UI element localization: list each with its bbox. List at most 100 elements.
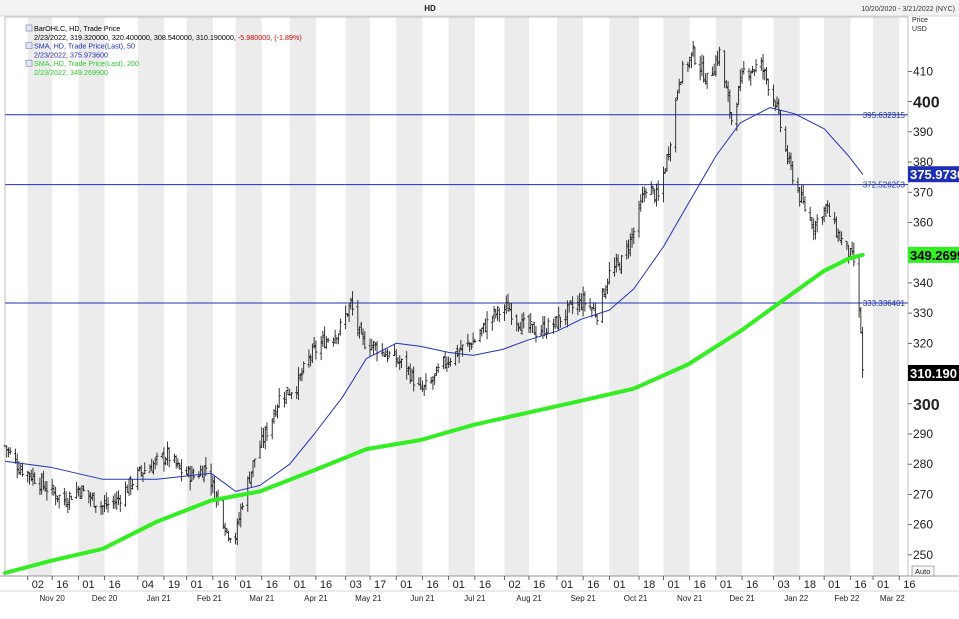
ohlc-bar[interactable] <box>309 354 313 367</box>
ohlc-bar[interactable] <box>710 66 714 76</box>
ohlc-bar[interactable] <box>345 313 349 317</box>
ohlc-bar[interactable] <box>726 81 730 102</box>
ohlc-bar[interactable] <box>796 177 800 193</box>
ohlc-bar[interactable] <box>543 315 547 337</box>
ohlc-bar[interactable] <box>209 463 213 496</box>
ohlc-bar[interactable] <box>595 314 599 326</box>
ohlc-bar[interactable] <box>296 367 300 400</box>
ohlc-bar[interactable] <box>253 458 257 468</box>
ohlc-bar[interactable] <box>50 478 54 496</box>
ohlc-bar[interactable] <box>546 317 550 334</box>
ohlc-bar[interactable] <box>33 472 37 485</box>
ohlc-bar[interactable] <box>641 186 645 204</box>
ohlc-bar[interactable] <box>840 231 844 246</box>
ohlc-bar[interactable] <box>838 230 842 241</box>
ohlc-bar[interactable] <box>618 262 622 271</box>
ohlc-bar[interactable] <box>69 495 73 500</box>
ohlc-bar[interactable] <box>490 316 494 331</box>
ohlc-bar[interactable] <box>632 227 636 245</box>
ohlc-bar[interactable] <box>822 206 826 223</box>
ohlc-bar[interactable] <box>155 452 159 466</box>
ohlc-bar[interactable] <box>398 355 402 370</box>
ohlc-bar[interactable] <box>859 306 863 334</box>
ohlc-bar[interactable] <box>627 239 631 259</box>
ohlc-bar[interactable] <box>335 337 339 345</box>
ohlc-bar[interactable] <box>616 254 620 267</box>
ohlc-bar[interactable] <box>64 491 68 508</box>
ohlc-bar[interactable] <box>515 314 519 332</box>
ohlc-bar[interactable] <box>810 216 814 230</box>
ohlc-bar[interactable] <box>213 476 217 499</box>
ohlc-bar[interactable] <box>422 384 426 397</box>
ohlc-bar[interactable] <box>261 428 265 448</box>
ohlc-bar[interactable] <box>447 356 451 369</box>
ohlc-bar[interactable] <box>382 351 386 357</box>
ohlc-bar[interactable] <box>555 315 559 328</box>
ohlc-bar[interactable] <box>567 302 571 313</box>
ohlc-bar[interactable] <box>204 456 208 477</box>
ohlc-bar[interactable] <box>497 307 501 323</box>
ohlc-bar[interactable] <box>579 293 583 311</box>
ohlc-bar[interactable] <box>80 485 84 499</box>
ohlc-bar[interactable] <box>448 358 452 367</box>
ohlc-bar[interactable] <box>137 466 141 472</box>
ohlc-bar[interactable] <box>361 328 365 346</box>
ohlc-bar[interactable] <box>57 494 61 509</box>
ohlc-bar[interactable] <box>564 309 568 325</box>
ohlc-bar[interactable] <box>738 69 742 92</box>
ohlc-bar[interactable] <box>772 84 776 107</box>
ohlc-bar[interactable] <box>443 351 447 370</box>
ohlc-bar[interactable] <box>592 302 596 310</box>
ohlc-bar[interactable] <box>492 306 496 323</box>
ohlc-bar[interactable] <box>302 361 306 374</box>
ohlc-bar[interactable] <box>272 409 276 424</box>
ohlc-bar[interactable] <box>728 89 732 119</box>
ohlc-bar[interactable] <box>160 453 164 459</box>
ohlc-bar[interactable] <box>321 330 325 348</box>
ohlc-bar[interactable] <box>628 233 632 257</box>
ohlc-bar[interactable] <box>820 216 824 225</box>
sma-200-line[interactable] <box>3 252 865 575</box>
ohlc-bar[interactable] <box>569 299 573 305</box>
ohlc-bar[interactable] <box>716 50 720 66</box>
ohlc-bar[interactable] <box>258 440 262 459</box>
ohlc-bar[interactable] <box>319 335 323 361</box>
ohlc-bar[interactable] <box>424 373 428 390</box>
ohlc-bar[interactable] <box>186 465 190 478</box>
ohlc-bar[interactable] <box>668 142 672 162</box>
ohlc-bar[interactable] <box>6 447 10 458</box>
ohlc-bar[interactable] <box>677 78 681 94</box>
ohlc-bar[interactable] <box>675 90 679 101</box>
auto-scale-button[interactable] <box>911 565 935 577</box>
ohlc-bar[interactable] <box>461 344 465 357</box>
ohlc-bar[interactable] <box>532 321 536 335</box>
ohlc-bar[interactable] <box>282 391 286 408</box>
ohlc-bar[interactable] <box>176 458 180 469</box>
ohlc-bar[interactable] <box>553 316 557 329</box>
ohlc-bar[interactable] <box>338 318 342 336</box>
ohlc-bar[interactable] <box>534 325 538 343</box>
ohlc-bar[interactable] <box>45 481 49 501</box>
ohlc-bar[interactable] <box>286 387 290 396</box>
ohlc-bar[interactable] <box>469 342 473 350</box>
ohlc-bar[interactable] <box>8 447 12 455</box>
ohlc-bar[interactable] <box>263 425 267 450</box>
ohlc-bar[interactable] <box>434 366 438 377</box>
ohlc-bar[interactable] <box>717 46 721 66</box>
ohlc-bar[interactable] <box>103 495 107 513</box>
ohlc-bar[interactable] <box>724 79 728 89</box>
ohlc-bar[interactable] <box>235 518 239 546</box>
ohlc-bar[interactable] <box>312 336 316 349</box>
ohlc-bar[interactable] <box>211 475 215 494</box>
ohlc-bar[interactable] <box>681 60 685 84</box>
ohlc-bar[interactable] <box>661 166 665 203</box>
ohlc-bar[interactable] <box>29 469 33 482</box>
ohlc-bar[interactable] <box>606 278 610 295</box>
ohlc-bar[interactable] <box>600 288 604 324</box>
ohlc-bar[interactable] <box>433 373 437 386</box>
ohlc-bar[interactable] <box>737 85 741 105</box>
ohlc-bar[interactable] <box>763 68 767 81</box>
ohlc-bar[interactable] <box>363 331 367 350</box>
ohlc-bar[interactable] <box>406 366 410 376</box>
ohlc-bar[interactable] <box>520 313 524 335</box>
